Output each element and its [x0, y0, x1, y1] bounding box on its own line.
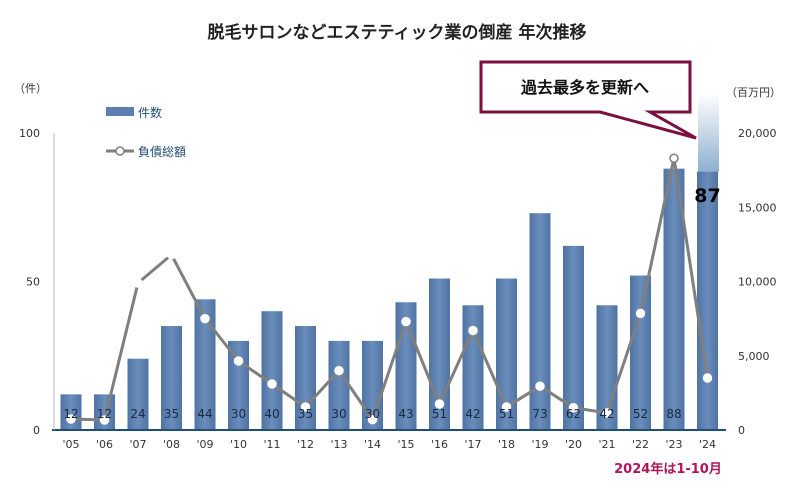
- data-label-19: 87: [694, 185, 720, 207]
- x-tick-label: '05: [62, 438, 79, 451]
- data-label-13: 51: [499, 407, 514, 421]
- debt-point-6: [267, 379, 277, 389]
- x-tick-label: '21: [598, 438, 615, 451]
- data-label-3: 35: [164, 407, 179, 421]
- debt-point-15: [568, 402, 579, 413]
- debt-point-4: [200, 313, 210, 324]
- debt-point-3: [166, 250, 177, 260]
- callout-box: [479, 60, 697, 140]
- x-tick-label: '10: [230, 438, 247, 451]
- data-label-5: 30: [231, 407, 246, 421]
- debt-point-12: [468, 325, 478, 336]
- right-tick-label: 15,000: [738, 201, 777, 214]
- x-tick-label: '13: [330, 438, 347, 451]
- data-label-2: 24: [130, 407, 145, 421]
- x-tick-label: '18: [498, 438, 515, 451]
- data-label-1: 12: [97, 407, 112, 421]
- x-tick-label: '14: [364, 438, 381, 451]
- x-tick-label: '08: [163, 438, 180, 451]
- data-label-4: 44: [197, 407, 212, 421]
- data-label-14: 73: [532, 407, 547, 421]
- x-tick-label: '15: [397, 438, 414, 451]
- debt-point-17: [635, 308, 646, 319]
- debt-point-11: [434, 399, 445, 409]
- bar-15: [563, 245, 584, 430]
- right-tick-label: 10,000: [738, 276, 777, 289]
- x-tick-label: '09: [196, 438, 213, 451]
- bar-18: [663, 168, 685, 430]
- debt-point-9: [367, 414, 378, 425]
- data-label-12: 42: [465, 407, 480, 421]
- x-tick-label: '12: [297, 438, 314, 451]
- legend-line-label: 負債総額: [138, 144, 186, 159]
- data-label-8: 30: [331, 407, 346, 421]
- x-tick-label: '06: [96, 438, 113, 451]
- callout-text: 過去最多を更新へ: [520, 78, 649, 97]
- x-tick-label: '22: [632, 438, 649, 451]
- data-label-18: 88: [666, 407, 681, 421]
- bar-8: [328, 340, 350, 430]
- data-label-10: 43: [398, 407, 413, 421]
- x-tick-label: '19: [531, 438, 548, 451]
- data-label-11: 51: [432, 407, 447, 421]
- debt-point-5: [233, 356, 244, 366]
- callout: 過去最多を更新へ: [479, 60, 697, 140]
- bar-2: [127, 358, 149, 430]
- bar-14: [529, 213, 551, 430]
- debt-point-16: [602, 408, 612, 418]
- data-label-7: 35: [298, 407, 313, 421]
- x-tick-label: '16: [431, 438, 448, 451]
- legend-bar-label: 件数: [138, 105, 162, 120]
- x-tick-label: '07: [129, 438, 146, 451]
- debt-point-18: [669, 153, 679, 163]
- x-tick-label: '24: [699, 438, 716, 451]
- debt-point-10: [401, 316, 411, 327]
- footnote: 2024年は1-10月: [614, 461, 722, 477]
- right-axis-unit: （百万円）: [726, 86, 781, 99]
- debt-point-19: [702, 373, 713, 383]
- data-label-0: 12: [63, 407, 78, 421]
- debt-point-2: [133, 278, 143, 288]
- data-label-9: 30: [365, 407, 380, 421]
- debt-point-13: [501, 402, 512, 412]
- bar-19: [697, 171, 718, 431]
- debt-point-1: [99, 415, 110, 425]
- bar-17: [630, 275, 651, 430]
- bar-3: [161, 326, 182, 430]
- legend-bar-swatch: [106, 107, 134, 116]
- left-tick-label: 100: [19, 127, 40, 140]
- left-tick-label: 50: [26, 276, 40, 289]
- left-tick-label: 0: [33, 424, 40, 437]
- data-label-15: 62: [566, 407, 581, 421]
- bar-12: [462, 305, 484, 430]
- legend: 件数 負債総額: [106, 105, 186, 159]
- projection-bar-fade: [698, 93, 719, 172]
- chart-title: 脱毛サロンなどエステティック業の倒産 年次推移: [208, 22, 587, 43]
- data-label-17: 52: [633, 407, 648, 421]
- bar-6: [261, 311, 283, 430]
- x-tick-label: '11: [263, 438, 280, 451]
- debt-point-14: [535, 381, 545, 391]
- right-tick-label: 20,000: [738, 127, 777, 140]
- x-tick-label: '17: [464, 438, 481, 451]
- right-tick-label: 0: [738, 424, 745, 437]
- bar-0: [60, 394, 82, 430]
- data-label-16: 42: [599, 407, 614, 421]
- legend-line-marker: [115, 146, 125, 156]
- left-axis-unit: （件）: [14, 82, 47, 95]
- debt-line: [70, 156, 709, 422]
- debt-point-8: [334, 365, 344, 376]
- bar-4: [194, 299, 216, 430]
- x-tick-label: '20: [565, 438, 582, 451]
- x-tick-label: '23: [665, 438, 682, 451]
- data-label-6: 40: [264, 407, 279, 421]
- debt-point-0: [66, 414, 76, 424]
- right-tick-label: 5,000: [738, 350, 770, 363]
- debt-point-7: [300, 402, 311, 412]
